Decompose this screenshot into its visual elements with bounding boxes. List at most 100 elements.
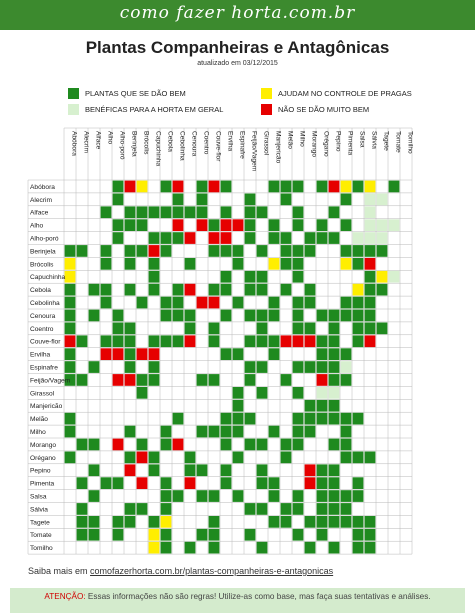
cell-Salsa-Alface xyxy=(88,490,100,502)
cell-Abóbora-Salsa xyxy=(352,180,364,193)
cell-Berinjela-Cebola xyxy=(160,245,172,257)
cell-Alho-poró-Cebola xyxy=(160,232,172,244)
col-label-Capuchinha: Capuchinha xyxy=(154,131,161,167)
cell-Abóbora-Berinjela xyxy=(124,180,136,193)
cell-Cebolinha-Milho xyxy=(292,296,304,309)
col-label-Cebolinha: Cebolinha xyxy=(178,131,185,161)
cell-Alho-Berinjela xyxy=(124,219,136,231)
cell-Alho-poró-Cenoura xyxy=(184,232,196,244)
cell-Cebolinha-Espinafre xyxy=(232,296,244,309)
cell-Berinjela-Sálvia xyxy=(364,245,376,257)
cell-Sálvia-Pepino xyxy=(328,503,340,515)
cell-Cebolinha-Couve-flor xyxy=(208,296,220,309)
cell-Alface-Milho xyxy=(292,206,304,219)
cell-Cebola-Alho xyxy=(100,283,112,296)
cell-Pimenta-Ervilha xyxy=(220,477,232,489)
cell-Alface-Alho xyxy=(100,206,112,219)
cell-Cebolinha-Pimenta xyxy=(340,296,352,309)
row-label-Coentro: Coentro xyxy=(30,326,54,333)
col-label-Morango: Morango xyxy=(310,131,317,157)
cell-Cenoura-Pepino xyxy=(328,309,340,322)
cell-Couve-flor-Abóbora xyxy=(64,335,76,348)
cell-Morango-Alho-poró xyxy=(112,438,124,451)
legend-swatch-bem xyxy=(68,88,79,99)
cell-Couve-flor-Alho-poró xyxy=(112,335,124,348)
cell-Cebola-Feijão/Vagem xyxy=(244,283,256,296)
cell-Girassol-Orégano xyxy=(316,387,328,399)
cell-Coentro-Abóbora xyxy=(64,322,76,335)
cell-Tomilho-Pepino xyxy=(328,541,340,554)
cell-Cebola-Cenoura xyxy=(184,283,196,296)
cell-Pimenta-Orégano xyxy=(316,477,328,489)
cell-Tagete-Salsa xyxy=(352,516,364,528)
cell-Pepino-Pepino xyxy=(328,464,340,477)
cell-Berinjela-Alho xyxy=(100,245,112,257)
cell-Cebola-Girassol xyxy=(256,283,268,296)
col-label-Salsa: Salsa xyxy=(358,131,365,148)
cell-Cebolinha-Salsa xyxy=(352,296,364,309)
cell-Berinjela-Girassol xyxy=(256,245,268,257)
cell-Tomilho-Capuchinha xyxy=(148,541,160,554)
legend-item-bem: PLANTAS QUE SE DÃO BEM xyxy=(68,88,186,99)
cell-Milho-Manjericão xyxy=(268,425,280,438)
row-label-Abóbora: Abóbora xyxy=(30,184,55,191)
cell-Cebola-Alface xyxy=(88,283,100,296)
cell-Abóbora-Pepino xyxy=(328,180,340,193)
site-logo-text[interactable]: como fazer horta.com.br xyxy=(119,3,356,23)
col-label-Coentro: Coentro xyxy=(202,131,209,155)
legend-item-mal: NÃO SE DÃO MUITO BEM xyxy=(261,104,369,115)
updated-date: atualizado em 03/12/2015 xyxy=(197,60,278,67)
cell-Salsa-Cebola xyxy=(160,490,172,502)
cell-Alecrim-Melão xyxy=(280,193,292,206)
cell-Cebola-Abóbora xyxy=(64,283,76,296)
header-banner xyxy=(0,0,475,30)
cell-Pimenta-Alecrim xyxy=(76,477,88,489)
row-label-Espinafre: Espinafre xyxy=(30,364,58,371)
cell-Abóbora-Manjericão xyxy=(268,180,280,193)
cell-Tomilho-Cebola xyxy=(160,541,172,554)
cell-Milho-Milho xyxy=(292,425,304,438)
cell-Tomate-Alface xyxy=(88,528,100,541)
row-label-Cebola: Cebola xyxy=(30,287,51,294)
cell-Orégano-Brócolis xyxy=(136,451,148,464)
cell-Capuchinha-Feijão/Vagem xyxy=(244,270,256,283)
cell-Tomilho-Morango xyxy=(304,541,316,554)
cell-Abóbora-Ervilha xyxy=(220,180,232,193)
cell-Abóbora-Milho xyxy=(292,180,304,193)
row-label-Feijão/Vagem: Feijão/Vagem xyxy=(30,377,71,384)
cell-Coentro-Alho-poró xyxy=(112,322,124,335)
cell-Tomate-Couve-flor xyxy=(208,528,220,541)
cell-Couve-flor-Salsa xyxy=(352,335,364,348)
cell-Girassol-Pepino xyxy=(328,387,340,399)
cell-Orégano-Sálvia xyxy=(364,451,376,464)
cell-Coentro-Salsa xyxy=(352,322,364,335)
cell-Ervilha-Manjericão xyxy=(268,348,280,360)
row-label-Ervilha: Ervilha xyxy=(30,352,50,359)
cell-Sálvia-Feijão/Vagem xyxy=(244,503,256,515)
cell-Morango-Brócolis xyxy=(136,438,148,451)
cell-Cebola-Couve-flor xyxy=(208,283,220,296)
warning-label: ATENÇÃO: xyxy=(44,592,86,601)
cell-Couve-flor-Manjericão xyxy=(268,335,280,348)
cell-Alho-poró-Morango xyxy=(304,232,316,244)
cell-Brócolis-Salsa xyxy=(352,258,364,270)
cell-Feijão/Vagem-Pimenta xyxy=(340,374,352,386)
row-label-Cebolinha: Cebolinha xyxy=(30,300,60,307)
cell-Espinafre-Pimenta xyxy=(340,361,352,373)
cell-Melão-Milho xyxy=(292,412,304,425)
cell-Couve-flor-Melão xyxy=(280,335,292,348)
cell-Manjericão-Espinafre xyxy=(232,399,244,412)
cell-Alho-Tagete xyxy=(376,219,388,231)
cell-Girassol-Espinafre xyxy=(232,387,244,399)
cell-Cebolinha-Sálvia xyxy=(364,296,376,309)
cell-Feijão/Vagem-Brócolis xyxy=(136,374,148,386)
cell-Alho-Sálvia xyxy=(364,219,376,231)
cell-Sálvia-Brócolis xyxy=(136,503,148,515)
cell-Manjericão-Morango xyxy=(304,399,316,412)
cell-Alecrim-Cebolinha xyxy=(172,193,184,206)
footer-link[interactable]: comofazerhorta.com.br/plantas-companheir… xyxy=(90,566,334,576)
col-label-Tagete: Tagete xyxy=(382,131,389,151)
cell-Abóbora-Melão xyxy=(280,180,292,193)
cell-Tagete-Orégano xyxy=(316,516,328,528)
